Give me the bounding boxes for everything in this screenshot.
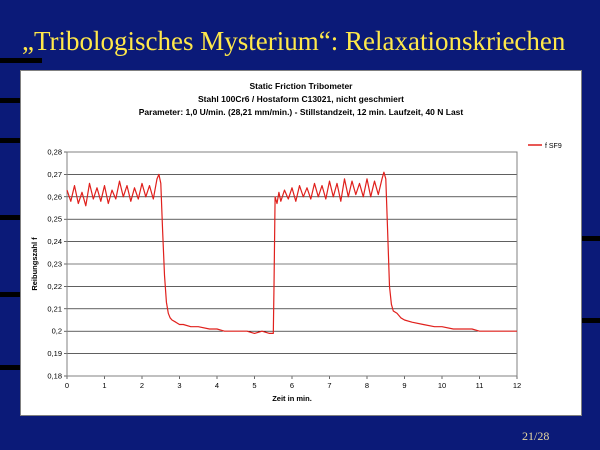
- x-tick-label: 11: [476, 381, 484, 390]
- decorative-stripe: [0, 215, 20, 220]
- decorative-stripe: [580, 236, 600, 241]
- page-number: 21/28: [522, 429, 550, 443]
- slide-title: „Tribologisches Mysterium“: Relaxationsk…: [22, 26, 566, 56]
- series-line: [66, 171, 517, 334]
- friction-chart: Static Friction Tribometer Stahl 100Cr6 …: [30, 81, 562, 403]
- y-tick-label: 0,19: [47, 349, 62, 358]
- x-tick-label: 6: [290, 381, 294, 390]
- chart-gridlines: [64, 151, 518, 379]
- y-tick-label: 0,25: [47, 215, 62, 224]
- x-tick-label: 10: [438, 381, 446, 390]
- y-tick-label: 0,18: [47, 372, 62, 381]
- y-tick-label: 0,26: [47, 192, 62, 201]
- series-layer: [66, 171, 517, 334]
- y-tick-label: 0,27: [47, 170, 62, 179]
- chart-title-line-2: Stahl 100Cr6 / Hostaform C13021, nicht g…: [198, 94, 404, 104]
- decorative-stripe: [0, 292, 20, 297]
- y-tick-label: 0,24: [47, 237, 62, 246]
- y-tick-label: 0,28: [47, 148, 62, 157]
- x-tick-label: 3: [177, 381, 181, 390]
- x-tick-label: 9: [402, 381, 406, 390]
- x-tick-label: 8: [365, 381, 369, 390]
- x-tick-label: 12: [513, 381, 521, 390]
- chart-title-line-1: Static Friction Tribometer: [250, 81, 354, 91]
- legend-label: f SF9: [545, 143, 562, 150]
- chart-title-line-3: Parameter: 1,0 U/min. (28,21 mm/min.) - …: [139, 107, 464, 117]
- legend: f SF9: [528, 143, 562, 150]
- decorative-stripe: [580, 318, 600, 323]
- decorative-stripe: [0, 58, 42, 63]
- y-tick-label: 0,22: [47, 282, 62, 291]
- x-tick-label: 2: [140, 381, 144, 390]
- x-tick-labels: 0 1 2 3 4 5 6 7 8 9 10 11 12: [65, 381, 521, 390]
- x-tick-label: 7: [327, 381, 331, 390]
- x-tick-label: 1: [102, 381, 106, 390]
- y-tick-labels: 0,18 0,19 0,2 0,21 0,22 0,23 0,24 0,25 0,26 0,27 0…: [47, 148, 62, 381]
- x-tick-label: 4: [215, 381, 219, 390]
- decorative-stripe: [0, 365, 20, 370]
- plot-area-frame: [66, 151, 518, 377]
- decorative-stripe: [0, 138, 20, 143]
- y-tick-label: 0,21: [47, 304, 62, 313]
- x-tick-label: 5: [252, 381, 256, 390]
- y-tick-label: 0,23: [47, 260, 62, 269]
- y-tick-label: 0,2: [52, 327, 62, 336]
- x-tick-label: 0: [65, 381, 69, 390]
- y-axis-label: Reibungszahl f: [30, 237, 39, 291]
- decorative-stripe: [0, 98, 20, 103]
- x-axis-label: Zeit in min.: [272, 394, 312, 403]
- chart-panel: Static Friction Tribometer Stahl 100Cr6 …: [20, 70, 582, 416]
- chart-title: Static Friction Tribometer Stahl 100Cr6 …: [139, 81, 464, 117]
